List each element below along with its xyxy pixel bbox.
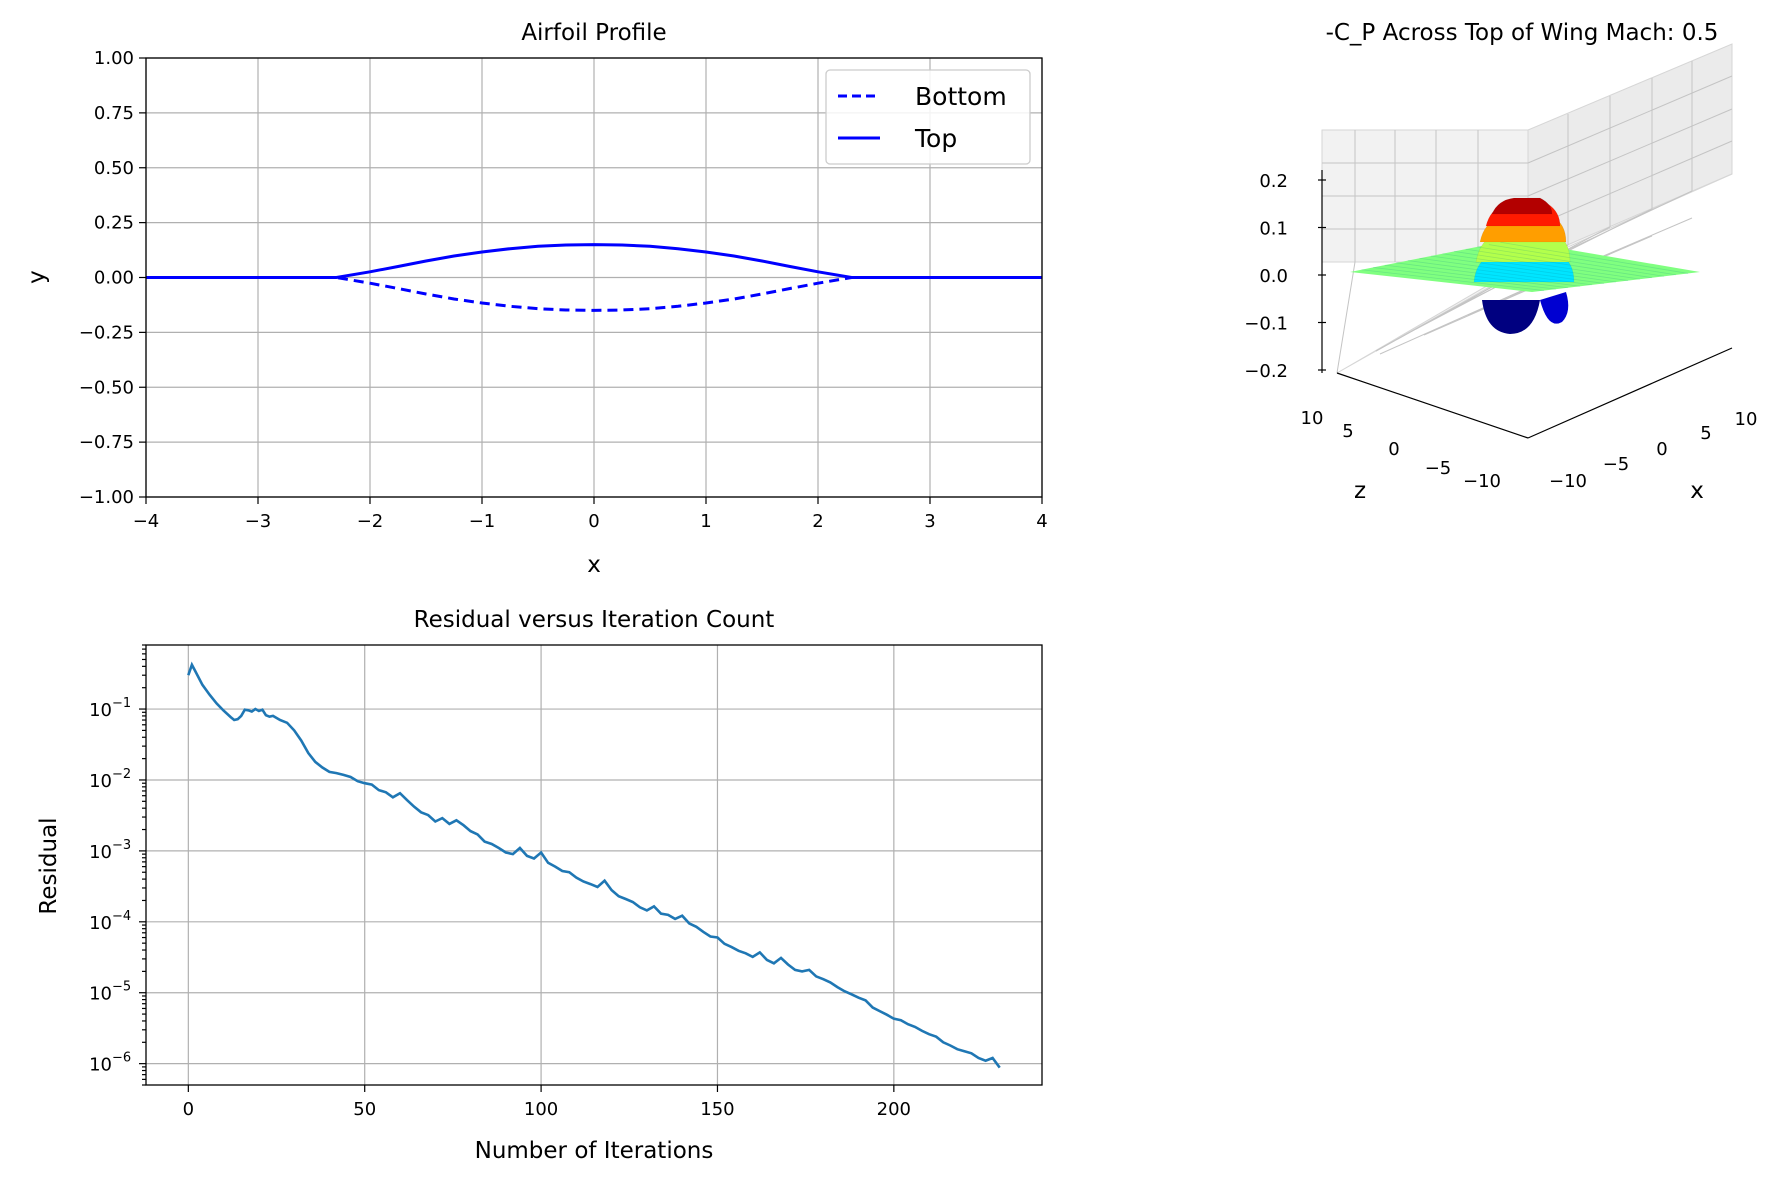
cp-xtick-label: −10 <box>1549 471 1587 492</box>
cp-title: -C_P Across Top of Wing Mach: 0.5 <box>1326 20 1719 46</box>
legend-label-top: Top <box>914 124 957 153</box>
cp-surface-mesh <box>1488 244 1677 276</box>
legend-box <box>825 69 1031 165</box>
cp-surface-mesh <box>1384 264 1569 289</box>
cp-ztick-label: −5 <box>1425 458 1452 479</box>
airfoil-xtick-label: −4 <box>133 511 160 532</box>
residual-xtick-label: 200 <box>877 1099 911 1120</box>
cp-surface-mesh <box>1500 241 1689 274</box>
cp-surface-mesh <box>1361 269 1545 291</box>
airfoil-ytick-label: 0.75 <box>94 103 134 124</box>
cp-z-axis <box>1336 372 1529 439</box>
cp-surface-mesh <box>1477 246 1665 277</box>
cp-surface-mesh <box>1373 267 1557 290</box>
cp-surface-mesh <box>1419 257 1605 284</box>
cp-xtick-label: 5 <box>1700 423 1711 444</box>
cp-vtick-label: −0.2 <box>1244 361 1288 382</box>
airfoil-ytick-label: −1.00 <box>79 487 134 508</box>
airfoil-ytick-label: 0.50 <box>94 158 134 179</box>
cp-xtick-label: 0 <box>1656 439 1667 460</box>
cp-vtick-label: 0.2 <box>1259 171 1288 192</box>
cp-surface-trough <box>1482 300 1540 334</box>
cp-xlabel: x <box>1690 478 1704 504</box>
cp-surface <box>1350 197 1700 334</box>
residual-ytick-label: 10 <box>89 771 112 792</box>
residual-xtick-label: 50 <box>353 1099 376 1120</box>
airfoil-xtick-label: −1 <box>469 511 496 532</box>
cp-ztick-label: 10 <box>1301 408 1324 429</box>
airfoil-xtick-label: 4 <box>1036 511 1047 532</box>
residual-ytick-label: 10 <box>89 913 112 934</box>
airfoil-title: Airfoil Profile <box>521 20 666 46</box>
cp-xtick-label: 10 <box>1735 409 1758 430</box>
airfoil-xtick-label: 2 <box>812 511 823 532</box>
cp-surface-mesh <box>1442 253 1629 281</box>
airfoil-ytick-label: 0.00 <box>94 268 134 289</box>
residual-xtick-label: 150 <box>700 1099 734 1120</box>
residual-ytick-label: 10 <box>89 1055 112 1076</box>
residual-xtick-label: 100 <box>524 1099 558 1120</box>
cp-xtick-label: −5 <box>1603 454 1630 475</box>
residual-ytick-label: 10 <box>89 842 112 863</box>
airfoil-line-top <box>146 243 1042 279</box>
airfoil-ytick-label: −0.50 <box>79 377 134 398</box>
residual-ytick-label: 10 <box>89 700 112 721</box>
airfoil-ytick-label: 0.25 <box>94 213 134 234</box>
airfoil-xlabel: x <box>587 552 601 578</box>
airfoil-xtick-label: 3 <box>924 511 935 532</box>
airfoil-ytick-label: 1.00 <box>94 48 134 69</box>
residual-xtick-label: 0 <box>183 1099 194 1120</box>
cp-zlabel: z <box>1354 478 1366 504</box>
cp-vtick-label: 0.0 <box>1259 266 1288 287</box>
residual-xlabel: Number of Iterations <box>475 1138 714 1164</box>
airfoil-ylabel: y <box>24 270 50 284</box>
residual-ytick-label: 10 <box>89 984 112 1005</box>
cp-surface-mesh <box>1465 248 1653 279</box>
cp-surface-trough-side <box>1540 292 1569 324</box>
airfoil-ytick-label: −0.25 <box>79 322 134 343</box>
cp-surface-mesh <box>1396 262 1581 287</box>
airfoil-xtick-label: 0 <box>588 511 599 532</box>
residual-line <box>187 661 1001 1069</box>
cp-vtick-label: −0.1 <box>1244 314 1288 335</box>
cp-ztick-label: 0 <box>1388 439 1399 460</box>
residual-title: Residual versus Iteration Count <box>414 607 775 633</box>
cp-surface-mesh <box>1407 260 1593 286</box>
residual-ytick-exponent: −6 <box>112 1051 131 1066</box>
legend-label-bottom: Bottom <box>915 82 1007 111</box>
airfoil-chart: −4 −3 −2 −1 0 1 2 3 4 1.00 0.75 0.50 0.25 0.00 −0.25 −0… <box>24 20 1048 578</box>
airfoil-legend: Bottom Top <box>825 69 1031 165</box>
residual-ytick-exponent: −3 <box>112 838 131 853</box>
airfoil-xtick-label: 1 <box>700 511 711 532</box>
cp-x-axis <box>1527 347 1733 439</box>
cp-ztick-label: 5 <box>1342 421 1353 442</box>
residual-ytick-exponent: −4 <box>112 909 131 924</box>
residual-ytick-exponent: −5 <box>112 980 131 995</box>
residual-plot-frame <box>145 644 1043 1086</box>
residual-ytick-exponent: −1 <box>112 696 131 711</box>
airfoil-xtick-label: −2 <box>357 511 384 532</box>
cp-vtick-label: 0.1 <box>1259 219 1288 240</box>
cp-floor-pane <box>1336 173 1733 374</box>
cp-ztick-label: −10 <box>1463 471 1501 492</box>
airfoil-xtick-label: −3 <box>245 511 272 532</box>
airfoil-line-bottom <box>146 276 1042 312</box>
airfoil-ytick-label: −0.75 <box>79 432 134 453</box>
residual-ylabel: Residual <box>36 817 62 914</box>
residual-ytick-exponent: −2 <box>112 767 131 782</box>
cp-surface-chart: -C_P Across Top of Wing Mach: 0.5 <box>1244 20 1757 504</box>
cp-surface-mesh <box>1430 255 1617 283</box>
cp-surface-bump-layer <box>1491 197 1553 215</box>
cp-surface-mesh <box>1454 251 1641 280</box>
